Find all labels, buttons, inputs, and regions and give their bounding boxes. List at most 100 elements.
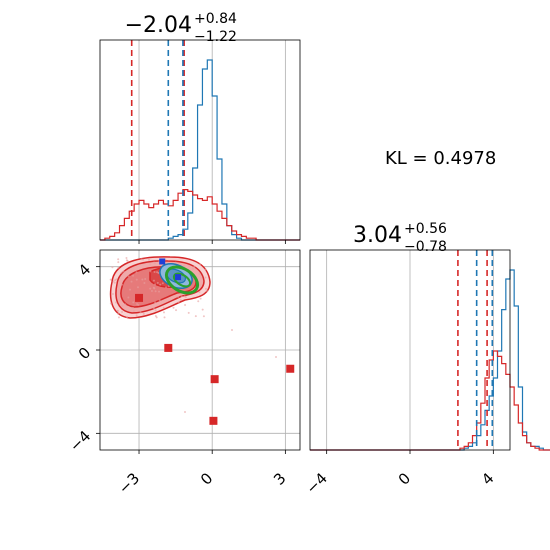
histogram-panel-top-left: −2.04 +0.84 −1.22: [99, 11, 301, 244]
red-square-marker: [286, 364, 295, 373]
sample-dot: [144, 278, 147, 281]
grid: [326, 250, 494, 450]
histogram-series-0: [100, 59, 300, 241]
sample-dot: [142, 312, 145, 315]
sample-dot: [149, 270, 152, 273]
red-square-marker: [135, 293, 144, 302]
sample-dot: [202, 315, 205, 318]
sample-dot: [179, 298, 182, 301]
sample-dot: [115, 301, 118, 304]
red-density-contours: [109, 256, 211, 319]
title-value: 3.04: [353, 223, 402, 248]
sample-dot: [121, 283, 124, 286]
tick-marks: [138, 240, 286, 244]
sample-dot: [117, 316, 120, 319]
red-square-marker: [164, 343, 173, 352]
y-tick-label: 4: [75, 260, 94, 279]
sample-dot: [153, 261, 156, 264]
sample-dot: [127, 275, 130, 278]
histogram-series-1: [100, 189, 300, 241]
sample-dot: [111, 293, 114, 296]
sample-dot: [193, 265, 196, 268]
sample-dot: [112, 280, 115, 283]
title-upper-error: +0.84: [194, 11, 237, 27]
red-square-marker: [210, 375, 219, 384]
sample-dot: [157, 272, 160, 275]
sample-dot: [156, 281, 159, 284]
sample-dot: [142, 258, 145, 261]
sample-dot: [124, 303, 127, 306]
sample-dot: [174, 261, 177, 264]
sample-dot: [198, 291, 201, 294]
sample-dot: [117, 261, 120, 264]
blue-square-marker: [159, 258, 166, 265]
sample-dot: [131, 306, 134, 309]
title-lower-error: −1.22: [194, 29, 237, 45]
sample-dot: [192, 267, 195, 270]
green-contours: [164, 265, 200, 295]
sample-dot: [183, 264, 186, 267]
sample-dot: [154, 301, 157, 304]
sample-dot: [135, 278, 138, 281]
sample-dot: [120, 271, 123, 274]
x-tick-label: 0: [395, 469, 414, 488]
sample-dot: [204, 268, 207, 271]
sample-dot: [150, 290, 153, 293]
sample-dot: [148, 258, 151, 261]
sample-dot: [125, 257, 128, 260]
sample-dot: [201, 308, 204, 311]
sample-dot: [177, 301, 180, 304]
sample-dot: [231, 329, 233, 331]
y-tick-label: 0: [75, 344, 94, 363]
sample-dot: [158, 290, 161, 293]
sample-dot: [114, 279, 117, 282]
x-tick-label: 3: [270, 469, 289, 488]
sample-dot: [121, 310, 124, 313]
sample-dot: [126, 316, 129, 319]
sample-dot: [127, 296, 130, 299]
sample-dot: [132, 301, 135, 304]
sample-dot: [152, 279, 155, 282]
blue-square-marker: [175, 274, 182, 281]
tick-marks: −4 0 4: [303, 450, 498, 498]
sample-dot: [113, 281, 116, 284]
title-value: −2.04: [125, 13, 192, 38]
sample-dot: [139, 311, 142, 314]
sample-dot: [130, 280, 133, 283]
sample-dot: [132, 310, 135, 313]
histogram-bars: [310, 269, 550, 451]
sample-dot: [111, 266, 114, 269]
x-tick-label: 4: [478, 469, 497, 488]
markers: [135, 258, 295, 425]
sample-dot: [204, 287, 207, 290]
histogram-series-0: [310, 269, 550, 451]
title-lower-error: −0.78: [404, 239, 447, 255]
sample-dot: [198, 272, 201, 275]
kl-label: KL = 0.4978: [385, 148, 496, 169]
x-tick-label: −4: [303, 469, 331, 497]
sample-dot: [163, 316, 166, 319]
sample-dot: [154, 283, 157, 286]
sample-points: [109, 257, 277, 413]
sample-dot: [122, 270, 125, 273]
sample-dot: [204, 276, 207, 279]
y-tick-label: −4: [66, 427, 94, 455]
sample-dot: [155, 316, 158, 319]
green-contour-inner: [172, 272, 192, 288]
histogram-panel-bottom-right: −4 0 4 3.04 +0.56 −0.78: [303, 221, 550, 498]
quantile-lines: [130, 40, 185, 240]
sample-dot: [132, 274, 135, 277]
sample-dot: [149, 263, 152, 266]
sample-dot: [116, 309, 119, 312]
sample-dot: [175, 309, 178, 312]
sample-dot: [159, 283, 162, 286]
sample-dot: [162, 306, 165, 309]
quantile-lines: [457, 250, 494, 450]
sample-dot: [109, 278, 112, 281]
joint-scatter-panel: −3 0 3 −4 0 4: [66, 249, 301, 498]
sample-dot: [165, 286, 168, 289]
sample-dot: [199, 297, 202, 300]
sample-dot: [143, 282, 146, 285]
sample-dot: [188, 265, 191, 268]
